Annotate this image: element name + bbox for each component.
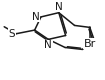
Text: Br: Br xyxy=(84,39,96,49)
Text: N: N xyxy=(55,2,63,12)
Text: N: N xyxy=(32,12,40,22)
Text: S: S xyxy=(9,29,15,39)
Text: N: N xyxy=(44,40,52,50)
